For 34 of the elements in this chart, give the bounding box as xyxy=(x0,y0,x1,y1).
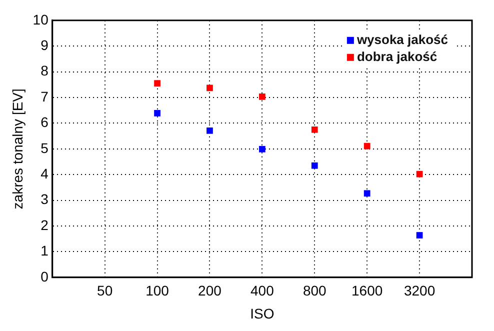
x-tick-label: 1600 xyxy=(352,282,383,299)
point xyxy=(154,80,160,87)
y-tick-label: 7 xyxy=(40,88,49,104)
x-tick-label: 200 xyxy=(198,282,222,299)
point xyxy=(364,142,370,150)
point xyxy=(416,232,423,238)
y-tick-label: 3 xyxy=(40,191,49,208)
x-tick-label: 400 xyxy=(250,282,274,299)
x-tick-label: 50 xyxy=(97,282,113,299)
x-tick-label: 3200 xyxy=(404,282,436,299)
y-axis-title: zakres tonalny [EV] xyxy=(9,88,26,210)
point xyxy=(206,84,213,92)
point xyxy=(259,146,266,152)
y-tick-label: 5 xyxy=(40,140,49,156)
point xyxy=(154,110,160,116)
y-tick-label: 6 xyxy=(40,114,49,130)
y-tick-label: 1 xyxy=(40,242,49,259)
y-tick-label: 9 xyxy=(40,36,49,53)
legend-label: dobra jakość xyxy=(356,48,438,64)
x-tick-label: 800 xyxy=(302,282,327,299)
y-tick-label: 10 xyxy=(32,11,49,28)
point xyxy=(311,126,318,133)
point xyxy=(311,162,318,169)
y-tick-label: 2 xyxy=(40,216,49,233)
y-tick-label: 0 xyxy=(40,268,49,284)
legend-label: wysoka jakość xyxy=(356,32,448,47)
point xyxy=(259,94,266,100)
y-tick-label: 4 xyxy=(40,165,49,182)
x-tick-label: 100 xyxy=(146,282,170,299)
y-tick-label: 8 xyxy=(40,62,49,79)
point xyxy=(364,190,370,197)
x-axis-title: ISO xyxy=(250,305,274,322)
point xyxy=(206,127,213,134)
point xyxy=(416,170,423,178)
